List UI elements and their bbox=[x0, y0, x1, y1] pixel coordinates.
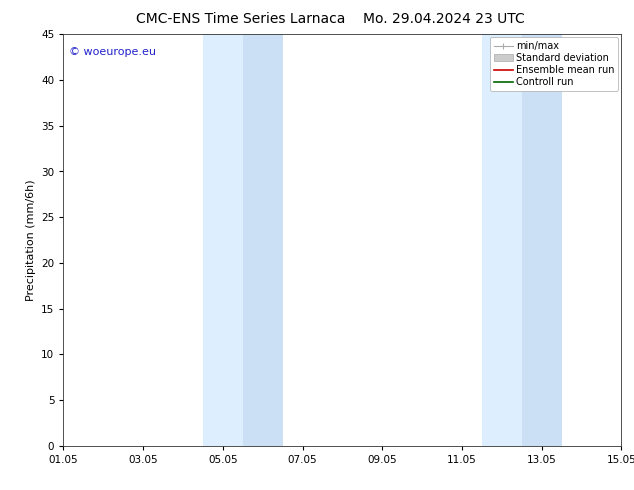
Text: CMC-ENS Time Series Larnaca: CMC-ENS Time Series Larnaca bbox=[136, 12, 346, 26]
Legend: min/max, Standard deviation, Ensemble mean run, Controll run: min/max, Standard deviation, Ensemble me… bbox=[489, 37, 618, 91]
Bar bbox=[203, 34, 243, 446]
Y-axis label: Precipitation (mm/6h): Precipitation (mm/6h) bbox=[25, 179, 36, 301]
Text: Mo. 29.04.2024 23 UTC: Mo. 29.04.2024 23 UTC bbox=[363, 12, 525, 26]
Bar bbox=[243, 34, 283, 446]
Bar bbox=[482, 34, 522, 446]
Text: © woeurope.eu: © woeurope.eu bbox=[69, 47, 156, 57]
Bar bbox=[522, 34, 562, 446]
